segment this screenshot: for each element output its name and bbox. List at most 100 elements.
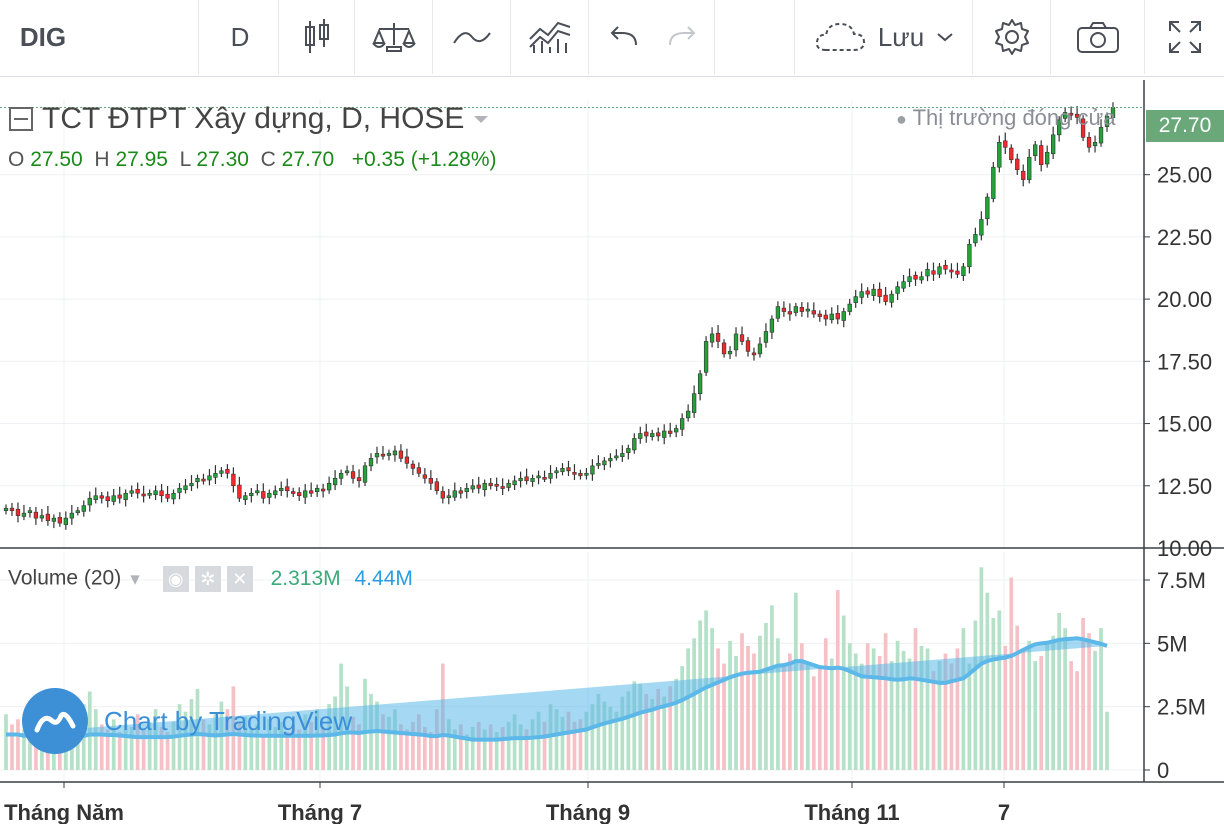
candle-body (572, 472, 577, 475)
tradingview-watermark[interactable]: Chart by TradingView (22, 688, 352, 754)
candle-body (261, 491, 266, 499)
candle-body (1056, 119, 1062, 136)
volume-bar (710, 628, 714, 770)
volume-bar (536, 711, 541, 770)
gear-icon[interactable]: ✲ (194, 566, 221, 592)
volume-bar (315, 709, 320, 770)
toolbar-divider (432, 0, 433, 74)
financials-button[interactable] (512, 0, 588, 74)
snapshot-button[interactable] (1052, 0, 1144, 74)
volume-bar (811, 676, 816, 770)
candle-body (1027, 156, 1032, 180)
candle-body (93, 495, 98, 501)
volume-bar (1045, 643, 1050, 770)
candle-body (536, 475, 541, 479)
candle-body (638, 433, 643, 439)
undo-button[interactable] (594, 0, 654, 74)
candle-body (63, 517, 68, 525)
candle-body (153, 490, 158, 496)
price-tick-label: 20.00 (1157, 287, 1212, 312)
tradingview-logo-icon (22, 688, 88, 754)
candle-body (39, 515, 45, 519)
candle-body (147, 492, 152, 496)
eye-icon[interactable]: ◉ (162, 566, 189, 592)
market-status-label: Thị trường đóng cửa (912, 105, 1116, 130)
volume-bar (171, 721, 176, 770)
volume-bar (847, 643, 852, 770)
volume-bar (578, 719, 583, 770)
candle-body (27, 510, 33, 513)
volume-bar (482, 729, 487, 770)
candle-body (841, 311, 846, 321)
wave-icon (453, 32, 491, 44)
volume-bar (668, 686, 673, 770)
close-icon[interactable]: ✕ (226, 566, 253, 592)
high-value: 27.95 (115, 148, 168, 171)
volume-ma-line (6, 636, 1108, 742)
redo-button[interactable] (652, 0, 712, 74)
candle-body (81, 505, 86, 512)
volume-bar (955, 648, 960, 770)
candle-body (1062, 112, 1068, 119)
caret-down-icon[interactable] (472, 113, 490, 125)
volume-bar (393, 709, 397, 770)
candle-body (320, 488, 326, 492)
toolbar-divider (278, 0, 279, 74)
fullscreen-button[interactable] (1146, 0, 1224, 74)
candle-body (500, 486, 505, 489)
candle-body (440, 491, 445, 499)
volume-bar (357, 724, 361, 770)
volume-bar (381, 714, 385, 770)
candle-body (883, 294, 888, 302)
volume-bar (249, 729, 254, 770)
market-status: ● Thị trường đóng cửa (896, 105, 1115, 131)
volume-bar (201, 719, 206, 770)
candle-body (542, 477, 547, 480)
save-button[interactable]: Lưu (796, 0, 972, 74)
candle-body (362, 465, 368, 483)
candle-body (87, 497, 92, 506)
collapse-legend-icon[interactable] (8, 106, 34, 132)
volume-caret-icon[interactable]: ▼ (127, 571, 143, 589)
volume-bar (805, 663, 810, 770)
candle-body (685, 410, 691, 419)
interval-button[interactable]: D (200, 0, 280, 74)
chart-type-button[interactable] (280, 0, 354, 74)
candle-body (171, 492, 176, 500)
candle-body (476, 484, 481, 489)
candle-body (69, 512, 74, 519)
open-value: 27.50 (30, 148, 83, 171)
close-label: C (260, 148, 276, 171)
volume-bar (1033, 661, 1038, 770)
volume-bar (620, 696, 625, 770)
volume-bar (961, 628, 966, 770)
candle-body (991, 166, 996, 199)
candle-body (225, 469, 230, 474)
volume-bar (614, 711, 619, 770)
symbol-search-button[interactable]: DIG (0, 0, 86, 74)
candle-body (219, 470, 224, 474)
candle-body (45, 513, 51, 521)
volume-bar (656, 688, 661, 770)
indicators-button[interactable] (434, 0, 510, 74)
candle-body (458, 490, 463, 494)
toolbar-divider (794, 0, 795, 74)
volume-bar (327, 704, 331, 770)
toolbar-divider (588, 0, 589, 74)
candle-body (9, 507, 15, 511)
volume-bar (865, 643, 870, 770)
volume-bar (979, 567, 984, 770)
volume-bar (452, 729, 457, 770)
redo-icon (669, 26, 696, 46)
candle-body (392, 450, 398, 456)
candle-body (111, 495, 116, 502)
camera-icon (1077, 22, 1119, 53)
settings-button[interactable] (974, 0, 1050, 74)
chart-canvas[interactable]: 10.00 12.50 15.00 17.50 20.00 22.50 25.00 0 2.5M… (0, 80, 1224, 824)
candle-body (620, 453, 625, 457)
compare-button[interactable] (356, 0, 432, 74)
volume-bar (309, 721, 314, 770)
volume-bar (297, 729, 302, 770)
volume-bar (1021, 648, 1026, 770)
volume-bar (123, 724, 128, 770)
